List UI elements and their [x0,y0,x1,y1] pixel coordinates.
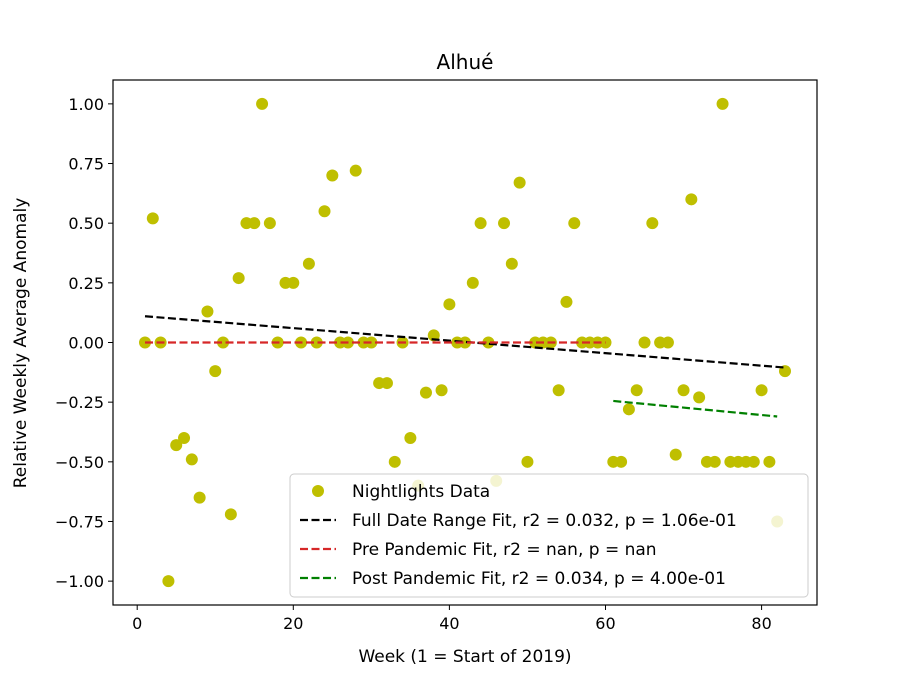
data-point [630,384,643,397]
data-point [178,431,191,444]
data-point [560,295,573,308]
y-tick-label: −0.25 [55,393,104,412]
data-point [232,272,245,285]
data-point [763,455,776,468]
data-point [708,455,721,468]
x-tick-label: 20 [283,614,303,633]
y-tick-label: −1.00 [55,572,104,591]
data-point [521,455,534,468]
legend-marker [312,485,324,497]
x-tick-label: 40 [439,614,459,633]
x-tick-label: 60 [595,614,615,633]
data-point [474,217,487,230]
data-point [170,439,183,452]
x-tick-label: 80 [751,614,771,633]
data-point [747,455,760,468]
data-point [263,217,276,230]
data-point [661,336,674,349]
data-point [685,193,698,206]
y-tick-label: −0.50 [55,453,104,472]
data-point [459,336,471,349]
x-axis-label: Week (1 = Start of 2019) [358,647,571,667]
data-point [287,276,300,289]
data-point [419,386,432,399]
data-point [443,298,456,311]
data-point [349,164,362,177]
legend: Nightlights Data Full Date Range Fit, r2 … [289,473,809,598]
legend-label: Nightlights Data [352,482,490,502]
data-point [615,455,628,468]
data-point [185,453,198,466]
legend-box [289,473,809,598]
data-point [193,491,206,504]
data-point [646,217,659,230]
data-point [435,384,448,397]
data-point [326,169,339,182]
data-point [256,97,269,110]
data-point [318,205,331,218]
data-point [482,336,495,349]
plot-area [139,97,791,588]
axis-ticks: 0 20 40 60 80 −1.00 −0.75 −0.50 −0.25 0.00 0.25 0.5… [55,95,772,633]
data-point [404,431,417,444]
data-point [693,391,706,404]
data-point [638,336,651,349]
y-tick-label: 0.25 [68,274,104,293]
data-point [224,508,237,521]
data-point [248,217,261,230]
data-point [716,97,729,110]
data-point [209,365,222,378]
data-point [146,212,159,225]
data-point [310,336,323,349]
data-point [513,176,526,189]
data-point [755,384,768,397]
data-point [498,217,511,230]
x-tick-label: 0 [132,614,142,633]
chart-title: Alhué [437,50,494,74]
data-point [552,384,565,397]
legend-label: Pre Pandemic Fit, r2 = nan, p = nan [352,540,657,560]
data-point [622,403,635,416]
legend-label: Post Pandemic Fit, r2 = 0.034, p = 4.00e… [352,569,726,589]
data-point [302,257,315,270]
y-tick-label: 0.00 [68,334,104,353]
data-point [466,276,479,289]
data-point [568,217,581,230]
data-point [677,384,690,397]
data-point [505,257,518,270]
data-point [388,455,401,468]
data-point [162,575,175,588]
data-point [427,329,440,342]
y-tick-label: 1.00 [68,95,104,114]
legend-label: Full Date Range Fit, r2 = 0.032, p = 1.0… [352,511,737,531]
y-axis-label: Relative Weekly Average Anomaly [11,198,31,489]
data-point [380,377,393,390]
y-tick-label: 0.50 [68,214,104,233]
data-point [217,336,230,349]
fit-line-3 [613,399,778,418]
fit-line-1 [144,315,786,369]
y-tick-label: −0.75 [55,512,104,531]
y-tick-label: 0.75 [68,155,104,174]
data-point [201,305,214,318]
data-point [669,448,682,461]
